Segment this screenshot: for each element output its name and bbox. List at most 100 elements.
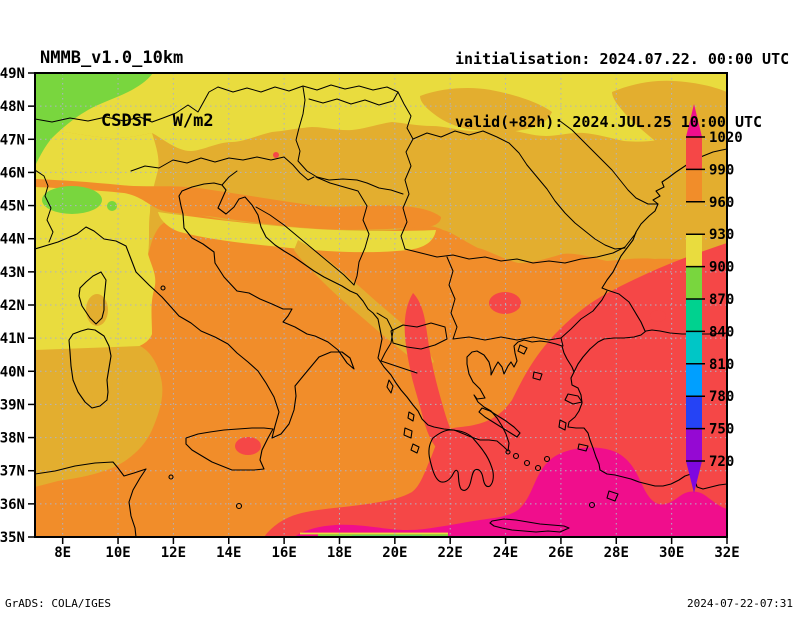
colorbar-tick-label: 870 [709,292,734,308]
island-karpathos [588,501,596,509]
border-hu-rs [366,182,404,195]
island-lefkada [407,411,415,422]
fill-red-spot-bulgaria [489,292,521,314]
coast-corsica [78,271,107,325]
lon-tick-label: 12E [161,545,186,561]
border-hu-slovak [308,91,399,106]
border-bg-tr-ne [560,290,608,339]
lat-tick-label: 40N [0,364,25,380]
lon-tick-label: 30E [659,545,684,561]
colorbar-arrow-low [686,461,702,493]
border-danube-ro-bg [404,232,637,264]
coast-peloponnese [428,429,494,491]
initialisation-line: initialisation: 2024.07.22. 00:00 UTC [455,50,790,68]
colorbar-arrow-high [686,104,702,137]
border-at-it-slo [130,156,285,172]
lat-tick-label: 41N [0,331,25,347]
lon-tick-label: 26E [548,545,573,561]
fill-red-dot-alps [273,152,279,158]
lat-tick-label: 42N [0,298,25,314]
fill-magenta-south [294,447,727,537]
coastlines [35,148,727,537]
border-rs-bg [446,256,458,340]
colorbar-segment [686,201,702,235]
colorbar-tick-label: 960 [709,195,734,211]
colorbar-tick-label: 750 [709,422,734,438]
coast-black-sea [601,148,727,332]
lon-tick-label: 14E [216,545,241,561]
island-kefalonia [403,427,413,439]
lat-tick-label: 38N [0,431,25,447]
grads-credit: GrADS: COLA/IGES [5,597,111,610]
island-chios [558,419,567,431]
lat-tick-label: 37N [0,464,25,480]
lat-tick-label: 35N [0,530,25,546]
island-cyclades-1 [512,452,520,460]
fill-green-blob [42,186,102,214]
colorbar: 720 750 780 810 840 870 900 930 960 990 1020 [686,104,743,493]
island-thasos [517,344,528,355]
variable-title: CSDSF W/m2 [101,111,214,131]
lon-tick-label: 28E [604,545,629,561]
fill-yellow-top-band [35,73,727,152]
fill-edge-strip-green [318,534,448,536]
border-cro-bosnia [255,206,355,286]
fill-tan-southwest [35,346,163,487]
fill-edge-strip-yellow [300,532,448,535]
colorbar-segment [686,137,702,170]
island-zakynthos [410,443,420,454]
fill-tan-patch-1 [420,88,552,132]
island-elba [160,285,166,291]
border-hungary-west-south [295,86,368,184]
country-borders [35,84,659,374]
colorbar-tick-label: 1020 [709,130,743,146]
lon-tick-label: 22E [438,545,463,561]
lon-tick-label: 8E [54,545,71,561]
colorbar-segment [686,234,702,267]
colorbar-tick-label: 990 [709,162,734,178]
colorbar-segment [686,396,702,429]
colorbar-tick-label: 840 [709,324,734,340]
lat-tick-label: 49N [0,66,25,82]
fill-red-albania-tongue [404,293,458,452]
creation-timestamp: 2024-07-22-07:31 [687,597,793,610]
coast-africa [35,461,147,537]
island-cyclades-4 [543,455,551,463]
coast-crete [489,518,570,533]
lat-tick-label: 39N [0,397,25,413]
lon-tick-label: 20E [382,545,407,561]
island-cyclades-3 [534,464,542,472]
island-malta [235,502,243,510]
fill-tan-corsica [86,294,108,326]
forecast-time-block: initialisation: 2024.07.22. 00:00 UTC va… [455,7,789,175]
colorbar-tick-label: 810 [709,357,734,373]
lat-tick-label: 45N [0,199,25,215]
colorbar-segment [686,299,702,332]
lat-tick-label: 43N [0,265,25,281]
border-macedonia [390,322,448,350]
lat-tick-label: 36N [0,497,25,513]
island-cyclades-2 [523,459,531,467]
region-fills [35,73,727,537]
lat-tick-label: 44N [0,232,25,248]
lat-tick-label: 48N [0,99,25,115]
fill-orange-alps-streak [35,179,441,230]
lat-tick-label: 46N [0,165,25,181]
colorbar-segment [686,428,702,461]
island-lesbos [564,393,583,405]
lon-tick-label: 16E [271,545,296,561]
colorbar-segment [686,169,702,202]
fill-red-spot-sicily [235,437,261,455]
border-ro-west [400,138,414,250]
coast-italy-balkans [35,182,727,452]
model-title: NMMB_v1.0_10km [40,48,184,68]
lon-tick-label: 10E [105,545,130,561]
plot-title-block: NMMB_v1.0_10km CSDSF W/m2 [40,6,214,174]
island-limnos [532,371,543,381]
colorbar-tick-label: 720 [709,454,734,470]
border-sava [315,176,368,207]
island-cyclades-5 [505,449,511,455]
island-samos [577,443,589,452]
